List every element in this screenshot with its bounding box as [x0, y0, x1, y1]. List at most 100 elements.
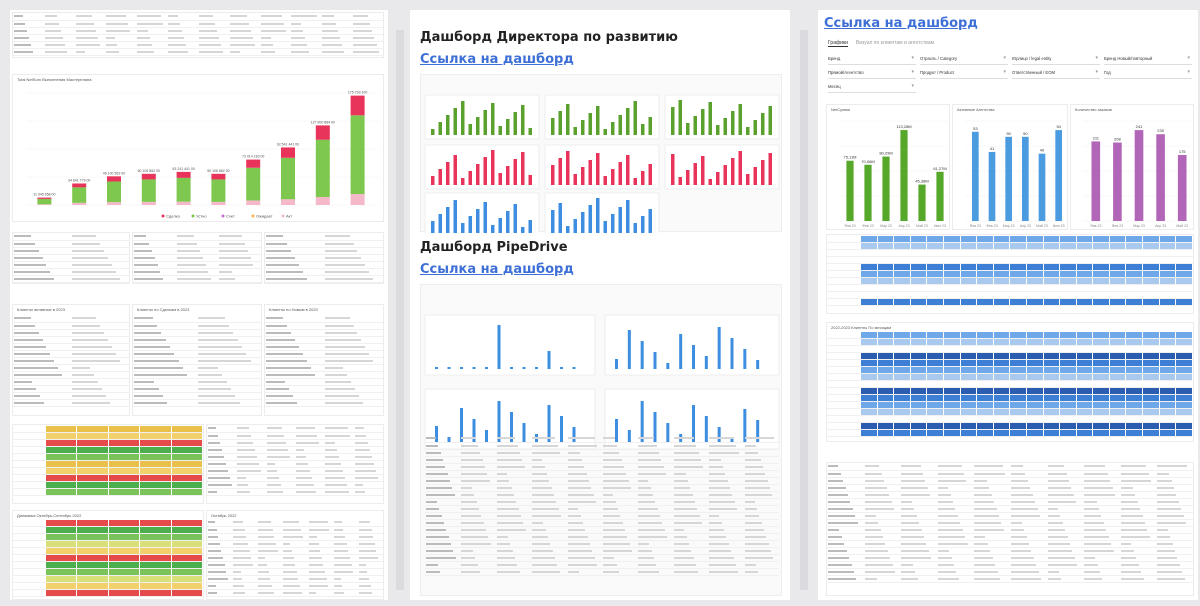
table-cell [936, 484, 974, 492]
bar-segment-invoice [72, 183, 87, 188]
heatmap-cell [827, 284, 845, 292]
heatmap-cell [893, 359, 911, 367]
table-cell [265, 392, 324, 400]
heatmap-cell [1108, 401, 1127, 409]
right-dash-link[interactable]: Ссылка на дашборд [824, 16, 978, 31]
filter-dropdown[interactable]: Год ▾ [1104, 68, 1192, 79]
table-cell [827, 498, 864, 506]
heatmap-cell [943, 408, 961, 416]
bar-value-label: 50 [1023, 131, 1028, 136]
bar-segment-invoice [176, 171, 191, 178]
mini-bar [731, 158, 735, 185]
table-cell [425, 463, 461, 471]
mini-bar [716, 125, 720, 135]
heatmap-cell [1092, 338, 1110, 346]
table-cell [197, 34, 229, 42]
bar-segment-invoice [107, 176, 121, 182]
mini-bar [708, 102, 712, 135]
filter-dropdown[interactable]: Бренд ▾ [828, 54, 916, 65]
dev-director-link[interactable]: Ссылка на дашборд [420, 52, 574, 67]
mini-bar [446, 207, 450, 233]
heatmap-cell [926, 373, 945, 381]
bar [1038, 153, 1046, 221]
heatmap-cell [860, 359, 878, 367]
heatmap-cell [170, 439, 203, 447]
filter-dropdown[interactable]: Прямой/Агентство ▾ [828, 68, 916, 79]
mini-bar [761, 113, 765, 135]
heatmap-cell [959, 373, 978, 381]
heatmap-cell [959, 415, 978, 423]
tab-charts[interactable]: Графики [828, 40, 848, 47]
table-cell [1119, 470, 1157, 478]
pipedrive-link[interactable]: Ссылка на дашборд [420, 262, 574, 277]
filter-label: Бренд [828, 56, 841, 61]
heatmap-cell [909, 366, 928, 374]
heatmap-cell [909, 235, 928, 243]
filter-dropdown[interactable]: Продукт / Product ▾ [920, 68, 1008, 79]
table-cell [863, 561, 901, 569]
mini-bar [528, 128, 532, 135]
table-cell [1009, 491, 1047, 499]
heatmap-cell [1158, 331, 1177, 339]
mini-bar [510, 367, 513, 369]
table-row [265, 378, 383, 386]
mini-bar [468, 124, 472, 135]
filter-dropdown[interactable]: Бренд Новый/повторный ▾ [1104, 54, 1192, 65]
table-cell [136, 27, 168, 35]
mini-chart-panel [664, 94, 780, 140]
table-cell [973, 505, 1010, 513]
table-cell [307, 519, 333, 527]
table-cell [460, 463, 496, 471]
table-cell [13, 392, 71, 400]
filter-dropdown[interactable]: Юрлицо / legal entity ▾ [1012, 54, 1100, 65]
table-cell [307, 533, 333, 541]
table-cell [495, 568, 532, 576]
filter-label: Юрлицо / legal entity [1012, 56, 1052, 61]
filter-dropdown[interactable]: Ответственный / EOM ▾ [1012, 68, 1100, 79]
table-cell [265, 261, 324, 269]
heatmap-cell [909, 291, 928, 299]
heatmap-cell [1042, 429, 1061, 437]
heatmap-cell [13, 561, 46, 569]
table-row [133, 399, 261, 407]
mini-bar [686, 170, 690, 185]
table-row [265, 399, 383, 407]
table-cell [105, 20, 137, 28]
table-cell [637, 463, 673, 471]
heatmap-cell [1042, 277, 1061, 285]
mini-bar [460, 408, 463, 443]
heatmap-cell [1125, 263, 1143, 271]
heatmap-cell [943, 331, 961, 339]
table-cell [294, 425, 325, 433]
table-cell [13, 315, 71, 323]
heatmap-row [827, 256, 1193, 264]
table-row [133, 350, 261, 358]
table-cell [232, 526, 258, 534]
heatmap-row [827, 331, 1193, 339]
table-cell [357, 568, 383, 576]
table-cell [136, 48, 168, 56]
table-cell [197, 385, 261, 393]
table-cell [425, 456, 461, 464]
heatmap-cell [1009, 429, 1027, 437]
table-row [133, 357, 261, 365]
table-cell [74, 27, 106, 35]
table-row [425, 540, 779, 548]
heatmap-row [827, 429, 1193, 437]
heatmap-cell [843, 338, 862, 346]
table-cell [13, 350, 71, 358]
heatmap-cell [943, 263, 961, 271]
heatmap-cell [1108, 380, 1127, 388]
heatmap-cell [170, 575, 203, 583]
filter-dropdown[interactable]: Отрасль / Category ▾ [920, 54, 1008, 65]
heatmap-cell [1092, 270, 1110, 278]
heatmap-cell [876, 256, 895, 264]
table-cell [324, 439, 354, 447]
filter-dropdown[interactable]: Месяц ▾ [828, 82, 916, 93]
tab-clients-visual[interactable]: Визуал по клиентам и агентствам [855, 40, 935, 46]
table-cell [672, 533, 709, 541]
heatmap-cell [107, 582, 140, 590]
table-cell [13, 343, 71, 351]
heatmap-cell [959, 235, 978, 243]
table-cell [1156, 519, 1193, 527]
